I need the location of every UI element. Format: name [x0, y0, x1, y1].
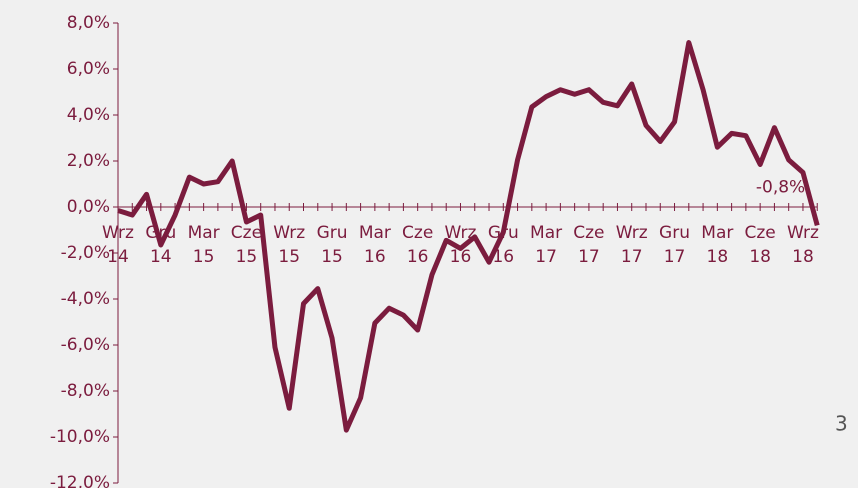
data-line: [117, 40, 820, 433]
y-tick-label: -8,0%: [61, 381, 110, 401]
x-tick-label: Wrz 16: [444, 223, 476, 267]
data-label: -0,8%: [756, 177, 805, 197]
y-tick-label: 2,0%: [67, 151, 110, 171]
x-tick-label: Mar 17: [530, 223, 562, 267]
y-tick-label: 6,0%: [67, 59, 110, 79]
x-tick-label: Cze 15: [231, 223, 262, 267]
x-tick-label: Mar 15: [188, 223, 220, 267]
page-number: 3: [835, 412, 848, 436]
x-tick-label: Gru 15: [317, 223, 348, 267]
y-tick-label: 8,0%: [67, 13, 110, 33]
x-tick-label: Wrz 15: [273, 223, 305, 267]
x-tick-label: Mar 18: [701, 223, 733, 267]
y-tick-label: 4,0%: [67, 105, 110, 125]
x-tick-label: Wrz 18: [787, 223, 819, 267]
y-tick-label: -10,0%: [50, 427, 110, 447]
y-tick-label: -2,0%: [61, 243, 110, 263]
x-tick-label: Cze 17: [573, 223, 604, 267]
y-tick-label: 0,0%: [67, 197, 110, 217]
y-tick-label: -4,0%: [61, 289, 110, 309]
x-tick-label: Cze 16: [402, 223, 433, 267]
x-tick-label: Wrz 14: [102, 223, 134, 267]
x-tick-label: Gru 17: [659, 223, 690, 267]
x-tick-label: Mar 16: [359, 223, 391, 267]
x-tick-label: Cze 18: [745, 223, 776, 267]
y-tick-label: -6,0%: [61, 335, 110, 355]
y-tick-label: -12,0%: [50, 473, 110, 488]
x-tick-label: Wrz 17: [616, 223, 648, 267]
